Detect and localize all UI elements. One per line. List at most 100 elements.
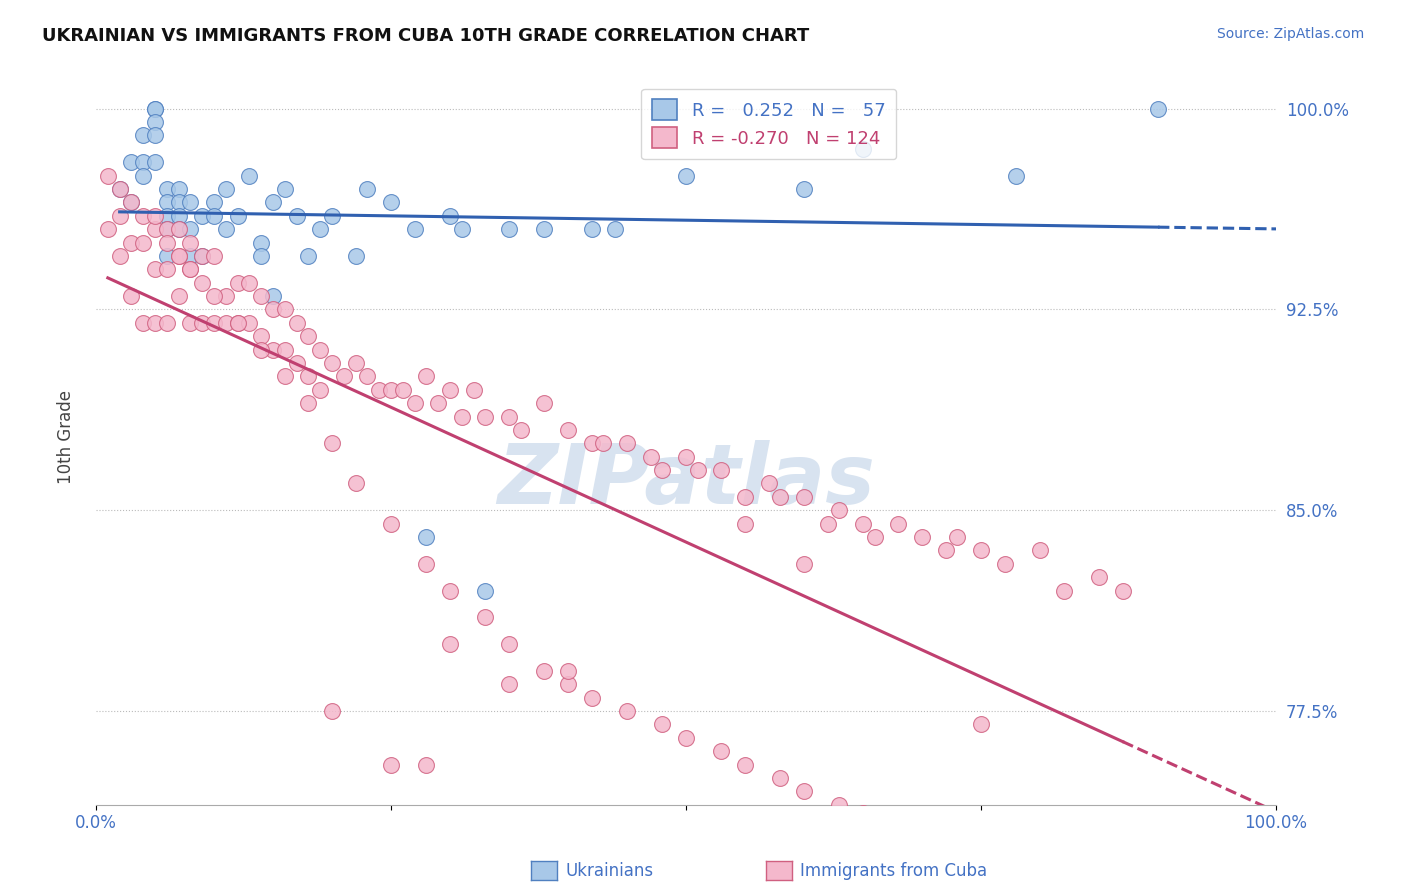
Point bbox=[143, 115, 166, 129]
Point bbox=[498, 409, 520, 424]
Point bbox=[156, 249, 179, 263]
Point bbox=[226, 209, 249, 223]
Point bbox=[793, 784, 815, 798]
Point bbox=[415, 369, 437, 384]
Text: ZIPatlas: ZIPatlas bbox=[498, 441, 875, 521]
Point bbox=[533, 396, 555, 410]
Point bbox=[356, 369, 378, 384]
Point bbox=[156, 195, 179, 210]
Point bbox=[1111, 583, 1133, 598]
Point bbox=[167, 182, 190, 196]
Point bbox=[380, 516, 402, 531]
Point bbox=[344, 249, 367, 263]
Point bbox=[498, 637, 520, 651]
Point bbox=[215, 222, 238, 236]
Point bbox=[274, 302, 297, 317]
Point bbox=[167, 289, 190, 303]
Point bbox=[191, 249, 214, 263]
Point bbox=[179, 262, 201, 277]
Point bbox=[250, 343, 273, 357]
Point bbox=[132, 128, 155, 143]
Point bbox=[675, 450, 697, 464]
Point bbox=[274, 343, 297, 357]
Point bbox=[734, 757, 756, 772]
Point bbox=[651, 717, 673, 731]
Point bbox=[769, 771, 792, 785]
Point bbox=[710, 744, 733, 758]
Point bbox=[120, 155, 142, 169]
Point bbox=[156, 209, 179, 223]
Point bbox=[474, 610, 496, 624]
Point bbox=[863, 530, 886, 544]
Point bbox=[828, 503, 851, 517]
Point bbox=[202, 289, 225, 303]
Point bbox=[321, 704, 343, 718]
Point bbox=[581, 222, 603, 236]
Point bbox=[167, 209, 190, 223]
Point bbox=[156, 316, 179, 330]
Point bbox=[498, 222, 520, 236]
Point bbox=[297, 396, 319, 410]
Point bbox=[439, 583, 461, 598]
Point bbox=[675, 731, 697, 745]
Point bbox=[686, 463, 709, 477]
Point bbox=[215, 182, 238, 196]
Point bbox=[156, 262, 179, 277]
Point bbox=[274, 182, 297, 196]
Point bbox=[297, 249, 319, 263]
Point bbox=[191, 249, 214, 263]
Point bbox=[404, 222, 426, 236]
Point bbox=[1053, 583, 1076, 598]
Point bbox=[143, 155, 166, 169]
Point bbox=[852, 142, 875, 156]
Point bbox=[132, 235, 155, 250]
Point bbox=[321, 356, 343, 370]
Point bbox=[581, 690, 603, 705]
Point bbox=[143, 316, 166, 330]
Point bbox=[592, 436, 614, 450]
Point bbox=[191, 316, 214, 330]
Point bbox=[616, 436, 638, 450]
Point bbox=[262, 289, 284, 303]
Point bbox=[156, 222, 179, 236]
Point bbox=[509, 423, 531, 437]
Point bbox=[344, 356, 367, 370]
Point bbox=[167, 222, 190, 236]
Point bbox=[120, 195, 142, 210]
Point bbox=[309, 383, 332, 397]
Point bbox=[262, 195, 284, 210]
Point bbox=[852, 805, 875, 820]
Point bbox=[250, 329, 273, 343]
Point bbox=[793, 182, 815, 196]
Point bbox=[167, 249, 190, 263]
Point bbox=[156, 182, 179, 196]
Point bbox=[356, 182, 378, 196]
Text: Immigrants from Cuba: Immigrants from Cuba bbox=[800, 862, 987, 880]
Point bbox=[333, 369, 356, 384]
Point bbox=[132, 209, 155, 223]
Point bbox=[191, 209, 214, 223]
Point bbox=[179, 235, 201, 250]
Point bbox=[262, 343, 284, 357]
Point bbox=[143, 222, 166, 236]
Point bbox=[250, 235, 273, 250]
Point bbox=[285, 209, 308, 223]
Point bbox=[994, 557, 1017, 571]
Point bbox=[533, 222, 555, 236]
Point bbox=[344, 476, 367, 491]
Point bbox=[143, 209, 166, 223]
Legend: R =   0.252   N =   57, R = -0.270   N = 124: R = 0.252 N = 57, R = -0.270 N = 124 bbox=[641, 88, 896, 159]
Point bbox=[262, 302, 284, 317]
Point bbox=[179, 249, 201, 263]
Point bbox=[758, 476, 780, 491]
Point bbox=[887, 814, 910, 828]
Point bbox=[710, 463, 733, 477]
Point bbox=[120, 289, 142, 303]
Point bbox=[143, 102, 166, 116]
Text: Source: ZipAtlas.com: Source: ZipAtlas.com bbox=[1216, 27, 1364, 41]
Point bbox=[380, 383, 402, 397]
Point bbox=[143, 102, 166, 116]
Point bbox=[450, 222, 472, 236]
Point bbox=[285, 356, 308, 370]
Point bbox=[380, 757, 402, 772]
